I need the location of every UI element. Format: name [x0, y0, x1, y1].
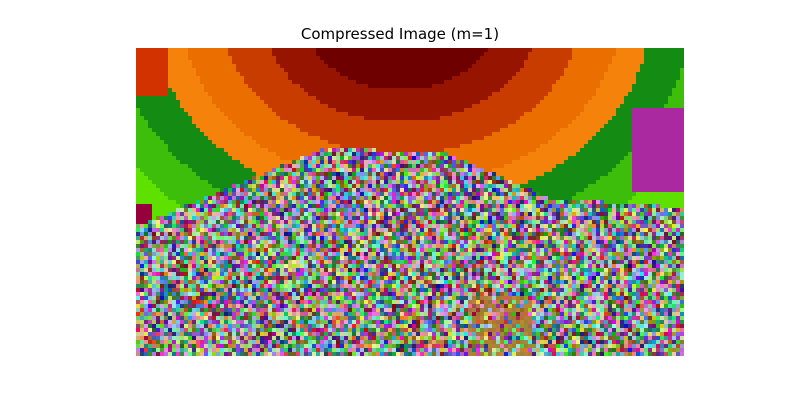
compressed-image	[136, 48, 684, 356]
figure-title: Compressed Image (m=1)	[300, 25, 500, 43]
compressed-image-canvas	[136, 48, 684, 356]
